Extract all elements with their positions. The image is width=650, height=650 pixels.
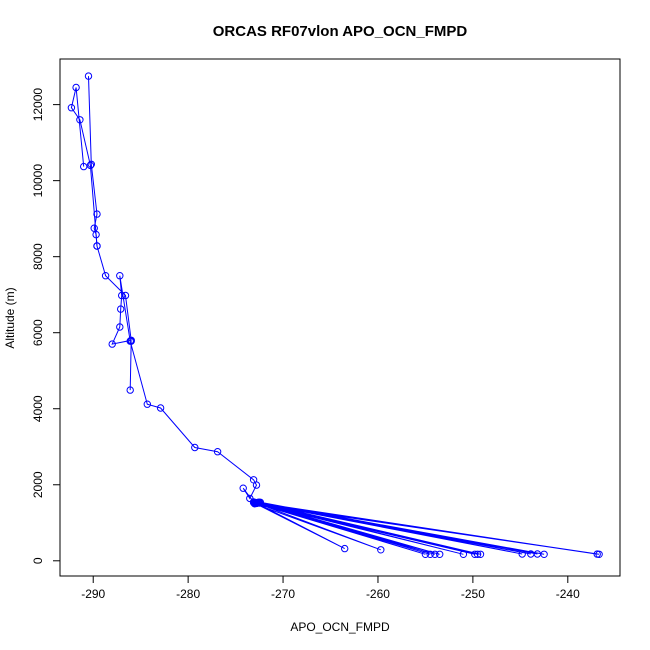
- y-tick-label: 12000: [31, 88, 45, 122]
- data-point: [116, 323, 124, 331]
- data-point: [72, 83, 80, 92]
- data-point: [126, 386, 134, 394]
- data-point: [143, 400, 152, 408]
- x-tick-label: -250: [461, 587, 485, 601]
- data-point: [540, 550, 548, 558]
- data-point: [255, 499, 263, 507]
- x-tick-label: -270: [271, 587, 295, 601]
- data-point: [127, 337, 135, 345]
- data-point: [239, 484, 247, 492]
- data-point: [92, 230, 100, 239]
- data-point: [117, 305, 125, 313]
- data-point: [252, 481, 261, 489]
- data-point: [121, 291, 130, 300]
- x-tick-label: -290: [81, 587, 105, 601]
- data-point: [431, 550, 439, 558]
- data-point: [191, 443, 199, 452]
- data-point: [421, 550, 430, 558]
- x-axis: -290 -280 -270 -260 -250 -240: [81, 576, 580, 601]
- y-axis: 0 2000 4000 6000 8000 10000 12000: [31, 88, 60, 564]
- plot-frame: [59, 58, 621, 577]
- data-point: [436, 550, 444, 558]
- data-point: [101, 272, 110, 280]
- y-tick-label: 8000: [31, 243, 45, 270]
- series-layer: [67, 72, 603, 558]
- data-point: [252, 499, 261, 507]
- data-point: [249, 498, 258, 507]
- series-line-lower: [129, 341, 132, 391]
- data-point: [118, 291, 126, 300]
- data-point: [108, 340, 116, 348]
- data-point: [473, 550, 482, 558]
- data-point: [93, 210, 101, 218]
- x-axis-label: APO_OCN_FMPD: [290, 620, 390, 634]
- data-point: [341, 544, 349, 553]
- data-point: [116, 272, 124, 280]
- data-point: [213, 448, 222, 456]
- data-point: [471, 550, 479, 558]
- x-tick-label: -280: [176, 587, 200, 601]
- y-axis-label: Altitude (m): [3, 287, 17, 348]
- data-point: [426, 550, 434, 558]
- chart-title: ORCAS RF07vlon APO_OCN_FMPD: [213, 23, 468, 40]
- data-point: [84, 72, 93, 80]
- data-point: [518, 550, 526, 558]
- y-tick-label: 4000: [31, 395, 45, 422]
- data-point: [90, 224, 98, 232]
- data-point: [377, 546, 385, 554]
- data-point: [87, 160, 96, 169]
- y-tick-label: 10000: [31, 164, 45, 198]
- y-tick-label: 6000: [31, 319, 45, 346]
- series-line: [88, 76, 600, 555]
- data-point: [86, 161, 95, 170]
- data-point: [476, 550, 485, 558]
- data-point: [156, 404, 165, 412]
- series-line-upper: [70, 87, 98, 247]
- x-tick-label: -260: [366, 587, 390, 601]
- data-point: [76, 116, 84, 124]
- x-tick-label: -240: [556, 587, 580, 601]
- y-tick-label: 2000: [31, 471, 45, 498]
- y-tick-label: 0: [31, 557, 45, 564]
- data-point: [595, 550, 603, 558]
- data-point: [459, 550, 468, 558]
- data-point: [67, 104, 76, 112]
- data-point: [93, 242, 101, 250]
- data-point: [80, 162, 88, 171]
